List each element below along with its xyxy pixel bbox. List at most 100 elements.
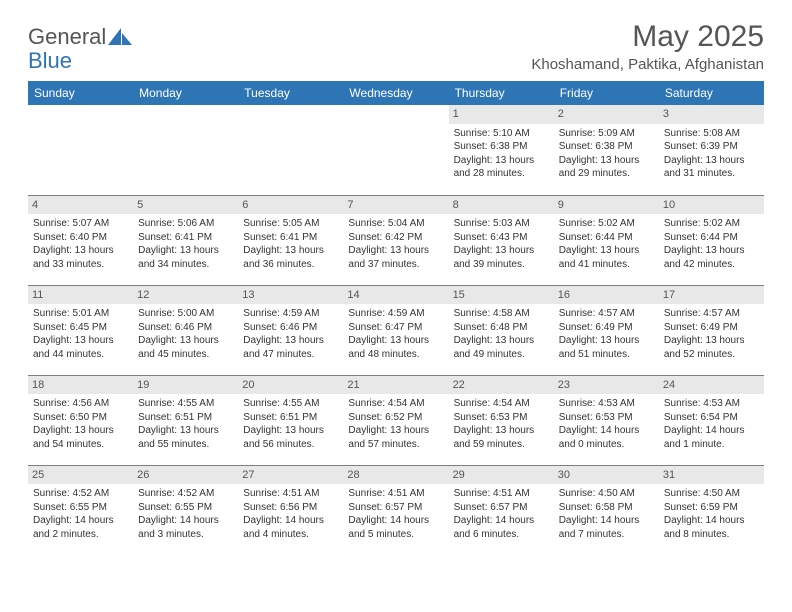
sunset-text: Sunset: 6:49 PM [559,321,654,335]
daylight-text: Daylight: 14 hours [33,514,128,528]
month-title: May 2025 [531,20,764,54]
daylight-text-2: and 29 minutes. [559,167,654,181]
sunrise-text: Sunrise: 4:50 AM [664,487,759,501]
daylight-text: Daylight: 14 hours [664,424,759,438]
calendar-day-cell: 23Sunrise: 4:53 AMSunset: 6:53 PMDayligh… [554,375,659,465]
sunset-text: Sunset: 6:51 PM [138,411,233,425]
daylight-text: Daylight: 13 hours [348,424,443,438]
daylight-text-2: and 28 minutes. [454,167,549,181]
daylight-text-2: and 6 minutes. [454,528,549,542]
sunrise-text: Sunrise: 5:05 AM [243,217,338,231]
calendar-day-cell: 17Sunrise: 4:57 AMSunset: 6:49 PMDayligh… [659,285,764,375]
weekday-header: Thursday [449,81,554,105]
calendar-day-cell: 2Sunrise: 5:09 AMSunset: 6:38 PMDaylight… [554,105,659,195]
calendar-day-cell [133,105,238,195]
logo-text-1: General [28,24,106,50]
weekday-header-row: Sunday Monday Tuesday Wednesday Thursday… [28,81,764,105]
calendar-day-cell: 11Sunrise: 5:01 AMSunset: 6:45 PMDayligh… [28,285,133,375]
day-number: 15 [449,286,554,305]
calendar-day-cell: 28Sunrise: 4:51 AMSunset: 6:57 PMDayligh… [343,465,448,555]
daylight-text-2: and 41 minutes. [559,258,654,272]
day-number: 17 [659,286,764,305]
calendar-day-cell: 27Sunrise: 4:51 AMSunset: 6:56 PMDayligh… [238,465,343,555]
sunrise-text: Sunrise: 4:51 AM [243,487,338,501]
day-number: 13 [238,286,343,305]
daylight-text-2: and 34 minutes. [138,258,233,272]
sunrise-text: Sunrise: 4:53 AM [664,397,759,411]
daylight-text-2: and 39 minutes. [454,258,549,272]
calendar-page: General May 2025 Khoshamand, Paktika, Af… [0,0,792,555]
daylight-text: Daylight: 14 hours [559,514,654,528]
calendar-day-cell: 20Sunrise: 4:55 AMSunset: 6:51 PMDayligh… [238,375,343,465]
day-number: 29 [449,466,554,485]
daylight-text-2: and 47 minutes. [243,348,338,362]
sunset-text: Sunset: 6:47 PM [348,321,443,335]
day-number: 7 [343,196,448,215]
sunset-text: Sunset: 6:46 PM [138,321,233,335]
sunset-text: Sunset: 6:39 PM [664,140,759,154]
day-number: 21 [343,376,448,395]
daylight-text-2: and 44 minutes. [33,348,128,362]
daylight-text-2: and 0 minutes. [559,438,654,452]
daylight-text: Daylight: 13 hours [243,424,338,438]
weekday-header: Saturday [659,81,764,105]
calendar-day-cell: 19Sunrise: 4:55 AMSunset: 6:51 PMDayligh… [133,375,238,465]
daylight-text-2: and 48 minutes. [348,348,443,362]
calendar-day-cell: 1Sunrise: 5:10 AMSunset: 6:38 PMDaylight… [449,105,554,195]
sunrise-text: Sunrise: 5:01 AM [33,307,128,321]
day-number: 25 [28,466,133,485]
weekday-header: Tuesday [238,81,343,105]
sunset-text: Sunset: 6:57 PM [348,501,443,515]
sunset-text: Sunset: 6:55 PM [33,501,128,515]
title-block: May 2025 Khoshamand, Paktika, Afghanista… [531,20,764,73]
daylight-text-2: and 2 minutes. [33,528,128,542]
calendar-day-cell: 25Sunrise: 4:52 AMSunset: 6:55 PMDayligh… [28,465,133,555]
daylight-text: Daylight: 13 hours [559,154,654,168]
calendar-day-cell: 30Sunrise: 4:50 AMSunset: 6:58 PMDayligh… [554,465,659,555]
sunset-text: Sunset: 6:53 PM [454,411,549,425]
sunrise-text: Sunrise: 5:00 AM [138,307,233,321]
sunset-text: Sunset: 6:58 PM [559,501,654,515]
sunset-text: Sunset: 6:50 PM [33,411,128,425]
daylight-text: Daylight: 13 hours [33,424,128,438]
sunrise-text: Sunrise: 5:06 AM [138,217,233,231]
logo-sail-icon [108,28,132,46]
daylight-text: Daylight: 13 hours [454,334,549,348]
sunrise-text: Sunrise: 5:10 AM [454,127,549,141]
daylight-text-2: and 1 minute. [664,438,759,452]
daylight-text-2: and 31 minutes. [664,167,759,181]
sunset-text: Sunset: 6:38 PM [559,140,654,154]
sunset-text: Sunset: 6:51 PM [243,411,338,425]
calendar-day-cell: 3Sunrise: 5:08 AMSunset: 6:39 PMDaylight… [659,105,764,195]
daylight-text: Daylight: 13 hours [138,424,233,438]
day-number: 14 [343,286,448,305]
calendar-day-cell: 29Sunrise: 4:51 AMSunset: 6:57 PMDayligh… [449,465,554,555]
calendar-day-cell: 9Sunrise: 5:02 AMSunset: 6:44 PMDaylight… [554,195,659,285]
daylight-text-2: and 49 minutes. [454,348,549,362]
daylight-text-2: and 37 minutes. [348,258,443,272]
calendar-day-cell: 4Sunrise: 5:07 AMSunset: 6:40 PMDaylight… [28,195,133,285]
sunrise-text: Sunrise: 4:57 AM [664,307,759,321]
day-number: 19 [133,376,238,395]
sunrise-text: Sunrise: 4:54 AM [454,397,549,411]
daylight-text-2: and 5 minutes. [348,528,443,542]
daylight-text-2: and 33 minutes. [33,258,128,272]
daylight-text-2: and 7 minutes. [559,528,654,542]
sunrise-text: Sunrise: 4:59 AM [348,307,443,321]
daylight-text-2: and 59 minutes. [454,438,549,452]
sunrise-text: Sunrise: 4:53 AM [559,397,654,411]
calendar-day-cell: 16Sunrise: 4:57 AMSunset: 6:49 PMDayligh… [554,285,659,375]
calendar-day-cell: 12Sunrise: 5:00 AMSunset: 6:46 PMDayligh… [133,285,238,375]
day-number: 18 [28,376,133,395]
day-number: 1 [449,105,554,124]
sunrise-text: Sunrise: 5:04 AM [348,217,443,231]
daylight-text: Daylight: 14 hours [559,424,654,438]
daylight-text: Daylight: 13 hours [243,244,338,258]
sunrise-text: Sunrise: 5:02 AM [559,217,654,231]
sunset-text: Sunset: 6:52 PM [348,411,443,425]
sunset-text: Sunset: 6:41 PM [138,231,233,245]
day-number: 23 [554,376,659,395]
calendar-day-cell: 7Sunrise: 5:04 AMSunset: 6:42 PMDaylight… [343,195,448,285]
daylight-text: Daylight: 13 hours [138,244,233,258]
sunset-text: Sunset: 6:38 PM [454,140,549,154]
